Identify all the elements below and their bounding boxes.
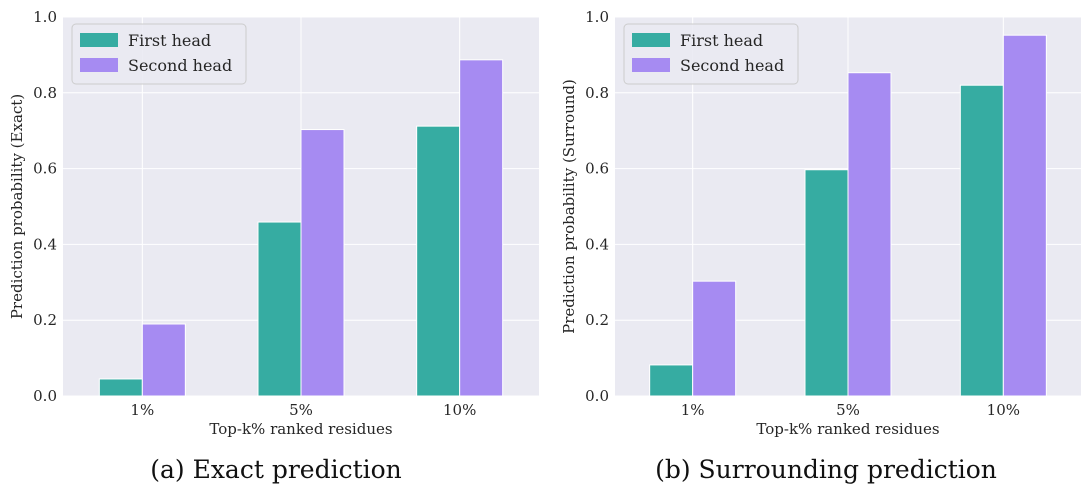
x-tick-label: 1% <box>130 401 154 419</box>
legend: First head Second head <box>71 23 247 85</box>
y-tick-label: 1.0 <box>33 8 57 26</box>
bar-first-head-5pct <box>804 169 849 397</box>
y-tick-label: 0.8 <box>33 84 57 102</box>
bar-first-head-1pct <box>98 378 143 397</box>
y-axis-label: Prediction probability (Surround) <box>560 79 578 334</box>
legend-label: First head <box>680 31 763 50</box>
legend-swatch-second-head <box>80 58 118 72</box>
y-tick-label: 0.0 <box>33 387 57 405</box>
y-tick-label: 0.2 <box>33 311 57 329</box>
y-tick-label: 0.2 <box>585 311 609 329</box>
bar-second-head-10pct <box>1002 34 1047 397</box>
y-tick-label: 0.8 <box>585 84 609 102</box>
bar-second-head-10pct <box>459 59 504 397</box>
x-axis-label: Top-k% ranked residues <box>209 420 392 438</box>
legend-label: Second head <box>680 56 784 75</box>
bar-second-head-1pct <box>692 280 737 397</box>
legend-swatch-second-head <box>632 58 670 72</box>
figure-caption: (b) Surrounding prediction <box>655 455 997 484</box>
x-tick-label: 10% <box>443 401 476 419</box>
legend-label: Second head <box>128 56 232 75</box>
y-tick-label: 0.6 <box>585 160 609 178</box>
bar-first-head-5pct <box>257 221 302 397</box>
legend: First head Second head <box>623 23 799 85</box>
legend-swatch-first-head <box>80 33 118 47</box>
y-tick-label: 1.0 <box>585 8 609 26</box>
bar-first-head-1pct <box>649 364 694 397</box>
x-tick-label: 5% <box>836 401 860 419</box>
bar-second-head-5pct <box>300 129 345 397</box>
chart-panel-exact: 0.0 0.2 0.4 0.6 0.8 1.0 1% 5% 10% Top-k% ranked r… <box>8 8 539 484</box>
legend-swatch-first-head <box>632 33 670 47</box>
bar-first-head-10pct <box>416 125 461 397</box>
bar-second-head-5pct <box>847 72 892 397</box>
bar-second-head-1pct <box>141 323 186 397</box>
x-tick-label: 10% <box>987 401 1020 419</box>
chart-panel-surround: 0.0 0.2 0.4 0.6 0.8 1.0 1% 5% 10% Top-k% ranked r… <box>560 8 1081 484</box>
y-axis-label: Prediction probability (Exact) <box>8 94 26 319</box>
bar-first-head-10pct <box>959 84 1004 397</box>
x-tick-label: 5% <box>289 401 313 419</box>
figure-caption: (a) Exact prediction <box>150 455 402 484</box>
legend-label: First head <box>128 31 211 50</box>
y-tick-label: 0.4 <box>585 235 609 253</box>
y-tick-label: 0.6 <box>33 160 57 178</box>
x-tick-label: 1% <box>681 401 705 419</box>
x-axis-label: Top-k% ranked residues <box>756 420 939 438</box>
y-tick-label: 0.0 <box>585 387 609 405</box>
y-tick-label: 0.4 <box>33 235 57 253</box>
